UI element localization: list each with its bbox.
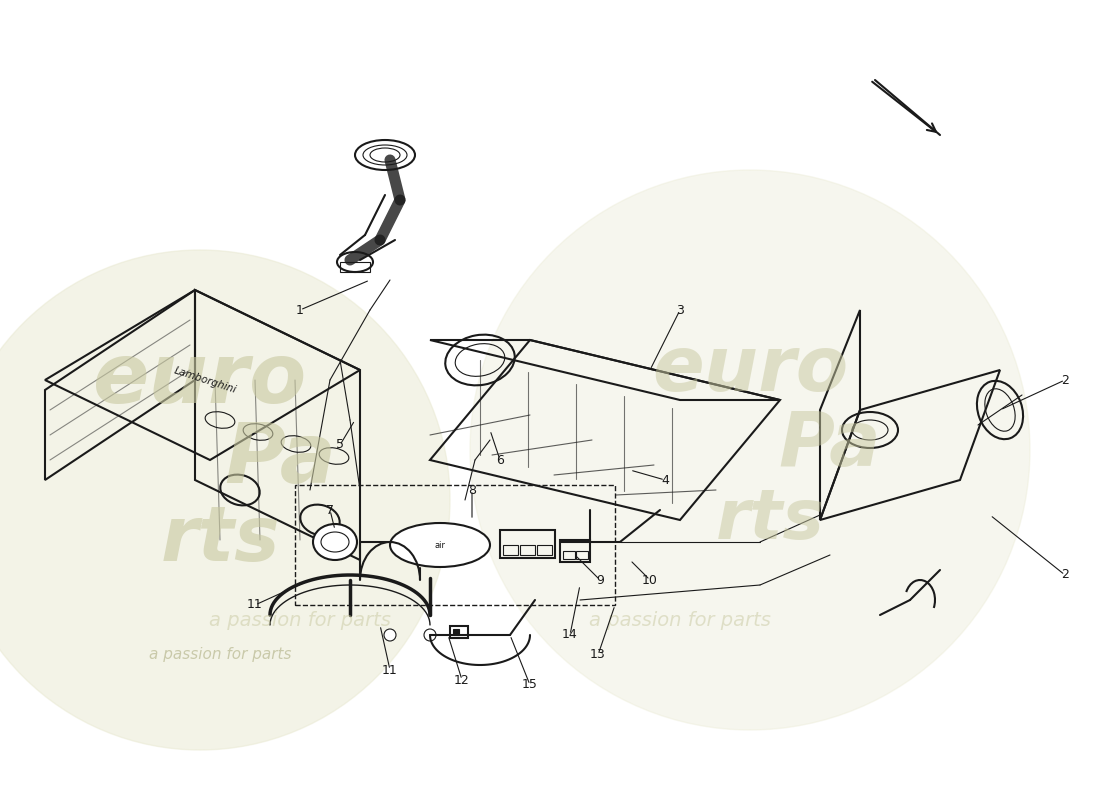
Text: 5: 5 (336, 438, 344, 451)
Text: 15: 15 (522, 678, 538, 691)
Text: Lamborghini: Lamborghini (173, 365, 238, 395)
Ellipse shape (384, 629, 396, 641)
Text: 8: 8 (468, 483, 476, 497)
Text: 6: 6 (496, 454, 504, 466)
Ellipse shape (314, 524, 358, 560)
Text: 7: 7 (326, 503, 334, 517)
Bar (453, 629, 459, 635)
Text: euro: euro (92, 339, 307, 421)
Text: 2: 2 (1062, 569, 1069, 582)
Text: 13: 13 (590, 649, 606, 662)
Text: 1: 1 (296, 303, 304, 317)
Bar (537, 545, 552, 555)
Text: Pa: Pa (779, 408, 881, 482)
Bar (450, 626, 468, 638)
Bar (503, 545, 518, 555)
Bar (560, 540, 590, 562)
Text: rts: rts (161, 503, 279, 577)
Bar (576, 551, 588, 559)
Bar (340, 262, 370, 272)
Circle shape (0, 250, 450, 750)
Ellipse shape (390, 523, 490, 567)
Text: euro: euro (652, 333, 848, 407)
Text: rts: rts (716, 486, 824, 554)
Text: a passion for parts: a passion for parts (590, 610, 771, 630)
Text: 2: 2 (1062, 374, 1069, 386)
Bar (500, 530, 556, 558)
Text: 4: 4 (661, 474, 669, 486)
Text: 14: 14 (562, 629, 578, 642)
Text: 10: 10 (642, 574, 658, 586)
Text: 3: 3 (676, 303, 684, 317)
Text: 9: 9 (596, 574, 604, 586)
Text: a passion for parts: a passion for parts (148, 647, 292, 662)
Text: air: air (434, 541, 446, 550)
Text: 11: 11 (382, 663, 398, 677)
Ellipse shape (424, 629, 436, 641)
Bar (563, 551, 575, 559)
Circle shape (470, 170, 1030, 730)
Text: Pa: Pa (224, 419, 336, 501)
Text: 11: 11 (248, 598, 263, 611)
Text: 12: 12 (454, 674, 470, 686)
Text: a passion for parts: a passion for parts (209, 610, 390, 630)
Bar (520, 545, 535, 555)
